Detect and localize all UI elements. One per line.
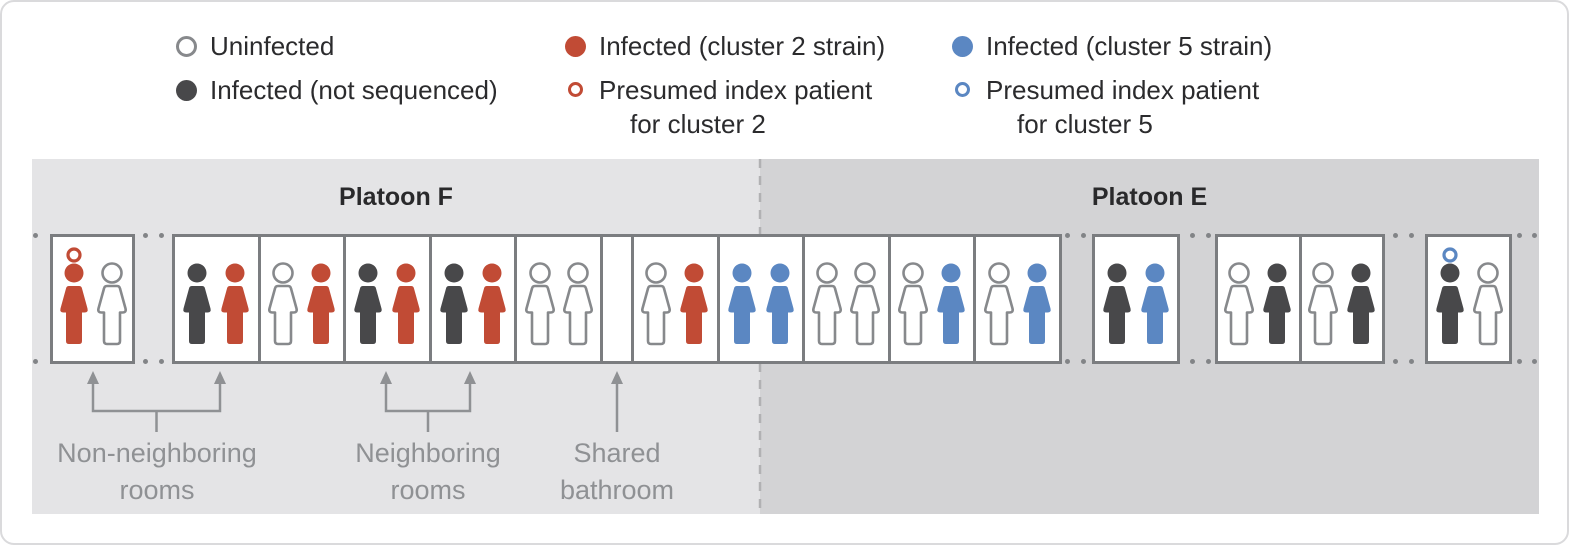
ellipsis-dot <box>159 233 164 238</box>
filled-dark-circle-icon <box>176 80 197 101</box>
ellipsis-dot <box>1532 359 1537 364</box>
ellipsis-dot <box>33 233 38 238</box>
person-icon-not-sequenced <box>1103 263 1131 344</box>
index-ring-icon <box>65 247 82 263</box>
ellipsis-dot <box>143 233 148 238</box>
person-icon-uninfected <box>983 262 1014 346</box>
filled-blue-circle-icon <box>952 36 973 57</box>
legend-label: Infected (cluster 5 strain) <box>986 31 1273 61</box>
index-ring-icon <box>1441 247 1458 263</box>
ellipsis-dot <box>1517 233 1522 238</box>
legend-item-uninfected: Uninfected <box>176 29 334 63</box>
ellipsis-dot <box>1065 359 1070 364</box>
room-cell <box>802 237 888 361</box>
room-cell <box>1298 237 1382 361</box>
person-icon-cluster5 <box>766 263 794 344</box>
person-icon-uninfected <box>267 262 298 346</box>
filled-red-circle-icon <box>565 36 586 57</box>
ellipsis-dot <box>1081 233 1086 238</box>
legend-item-not-sequenced: Infected (not sequenced) <box>176 73 498 107</box>
platoon-f-label: Platoon F <box>339 183 453 211</box>
ellipsis-dot <box>143 359 148 364</box>
person-icon-cluster2 <box>307 263 335 344</box>
legend-label: Uninfected <box>210 31 335 61</box>
person-icon-uninfected <box>524 262 555 346</box>
person-icon-cluster2 <box>478 263 506 344</box>
ellipsis-dot <box>1081 359 1086 364</box>
legend-item-cluster2: Infected (cluster 2 strain) <box>565 29 885 63</box>
person-icon-uninfected <box>812 262 843 346</box>
person-icon-not-sequenced <box>1347 263 1375 344</box>
ellipsis-dot <box>1206 359 1211 364</box>
person-icon-uninfected <box>1472 262 1503 346</box>
room-cell <box>1095 237 1177 361</box>
room-cell <box>1428 237 1509 361</box>
room-cell <box>257 237 344 361</box>
person-icon-cluster5 <box>728 263 756 344</box>
person-icon-cluster5 <box>1022 263 1051 344</box>
ellipsis-dot <box>1206 233 1211 238</box>
ellipsis-dot <box>33 359 38 364</box>
open-circle-icon <box>176 36 197 57</box>
person-icon-uninfected <box>641 262 672 346</box>
person-icon-uninfected <box>562 262 593 346</box>
room-block <box>1425 234 1512 364</box>
room-cell <box>716 237 803 361</box>
person-icon-not-sequenced <box>354 263 383 344</box>
person-icon-cluster2 <box>392 263 421 344</box>
open-blue-circle-icon <box>955 82 970 97</box>
ellipsis-dot <box>1393 233 1398 238</box>
person-icon-uninfected <box>898 262 929 346</box>
legend-label: Infected (not sequenced) <box>210 75 498 105</box>
room-cell <box>887 237 974 361</box>
person-icon-uninfected <box>1307 262 1338 346</box>
room-block <box>50 234 135 364</box>
ellipsis-dot <box>1517 359 1522 364</box>
room-cell <box>1218 237 1299 361</box>
room-cell <box>428 237 515 361</box>
legend-item-cluster5: Infected (cluster 5 strain) <box>952 29 1272 63</box>
person-icon-not-sequenced <box>1263 263 1291 344</box>
person-icon-not-sequenced-index <box>1435 247 1464 344</box>
annotation-non-neighboring-rooms: Non-neighboring rooms <box>57 438 257 505</box>
shared-bathroom-cell <box>599 237 631 361</box>
person-icon-uninfected <box>96 262 127 346</box>
ellipsis-dot <box>159 359 164 364</box>
room-block <box>1092 234 1180 364</box>
person-icon-cluster5 <box>1141 263 1169 344</box>
person-icon-cluster2 <box>680 263 708 344</box>
room-cell <box>53 237 132 361</box>
room-cell <box>630 237 717 361</box>
room-cell <box>343 237 429 361</box>
ellipsis-dot <box>1409 233 1414 238</box>
platoon-e-label: Platoon E <box>1091 183 1208 211</box>
legend-label: Presumed index patient for cluster 2 <box>599 75 873 139</box>
legend-item-index-cluster5: Presumed index patient for cluster 5 <box>952 73 1259 141</box>
room-block <box>1215 234 1385 364</box>
person-icon-cluster2 <box>221 263 249 344</box>
person-icon-not-sequenced <box>183 263 211 344</box>
legend-label: Infected (cluster 2 strain) <box>599 31 886 61</box>
legend-item-index-cluster2: Presumed index patient for cluster 2 <box>565 73 872 141</box>
ellipsis-dot <box>1532 233 1537 238</box>
annotation-shared-bathroom: Shared bathroom <box>559 438 675 505</box>
ellipsis-dot <box>1190 359 1195 364</box>
person-icon-cluster2-index <box>59 247 88 344</box>
person-icon-uninfected <box>850 262 881 346</box>
room-cell <box>175 237 258 361</box>
annotation-neighboring-rooms: Neighboring rooms <box>355 438 501 505</box>
ellipsis-dot <box>1393 359 1398 364</box>
room-block <box>172 234 1062 364</box>
ellipsis-dot <box>1409 359 1414 364</box>
person-icon-uninfected <box>1224 262 1255 346</box>
person-icon-cluster5 <box>937 263 965 344</box>
ellipsis-dot <box>1190 233 1195 238</box>
room-cell <box>973 237 1059 361</box>
ellipsis-dot <box>1065 233 1070 238</box>
open-red-circle-icon <box>568 82 583 97</box>
legend-label: Presumed index patient for cluster 5 <box>986 75 1260 139</box>
person-icon-not-sequenced <box>440 263 468 344</box>
room-cell <box>514 237 600 361</box>
